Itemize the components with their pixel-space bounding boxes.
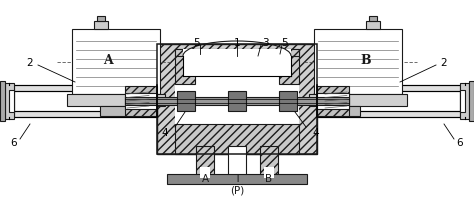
Bar — [200, 167, 210, 178]
Bar — [177, 92, 195, 111]
Bar — [317, 92, 460, 111]
Text: A: A — [201, 173, 209, 183]
Text: 4: 4 — [162, 127, 168, 137]
Bar — [309, 94, 407, 106]
Bar — [332, 106, 360, 116]
Bar — [0, 82, 5, 121]
Bar — [175, 124, 299, 154]
Bar — [314, 30, 402, 94]
Text: 2: 2 — [441, 58, 447, 68]
Text: (P): (P) — [230, 185, 244, 195]
Bar — [157, 45, 317, 154]
Text: 3: 3 — [262, 38, 268, 48]
Bar — [5, 84, 14, 119]
Text: 6: 6 — [11, 137, 18, 147]
Bar — [72, 30, 160, 94]
Bar — [100, 106, 128, 116]
Bar — [157, 45, 317, 154]
Bar — [125, 86, 157, 116]
Text: T: T — [234, 173, 240, 183]
Bar — [228, 146, 246, 176]
Bar — [94, 22, 108, 30]
Bar — [460, 84, 469, 119]
Bar — [14, 86, 157, 118]
Bar — [97, 17, 105, 22]
Bar — [264, 167, 274, 178]
Bar — [317, 86, 349, 116]
Text: B: B — [361, 54, 371, 67]
Text: A: A — [103, 54, 113, 67]
Bar — [67, 94, 165, 106]
Bar — [317, 86, 460, 118]
Text: 4: 4 — [313, 127, 319, 137]
Bar — [369, 17, 377, 22]
Text: 5: 5 — [282, 38, 288, 48]
Text: 5: 5 — [193, 38, 199, 48]
Bar — [279, 92, 297, 111]
Bar — [175, 50, 299, 57]
Bar — [279, 50, 299, 85]
Bar — [175, 53, 299, 146]
Text: 2: 2 — [27, 58, 33, 68]
Bar — [196, 146, 214, 176]
Bar — [175, 50, 195, 85]
Bar — [125, 98, 349, 105]
Bar — [260, 146, 278, 176]
Text: 1: 1 — [234, 38, 240, 48]
Bar — [183, 50, 291, 77]
Bar — [317, 94, 349, 110]
Bar — [460, 91, 465, 112]
Bar — [9, 91, 14, 112]
Text: B: B — [265, 173, 273, 183]
Bar — [14, 92, 157, 111]
Bar — [469, 82, 474, 121]
Bar — [366, 22, 380, 30]
Bar — [228, 92, 246, 111]
Bar — [167, 174, 307, 184]
Text: 6: 6 — [456, 137, 463, 147]
Bar — [125, 94, 157, 110]
